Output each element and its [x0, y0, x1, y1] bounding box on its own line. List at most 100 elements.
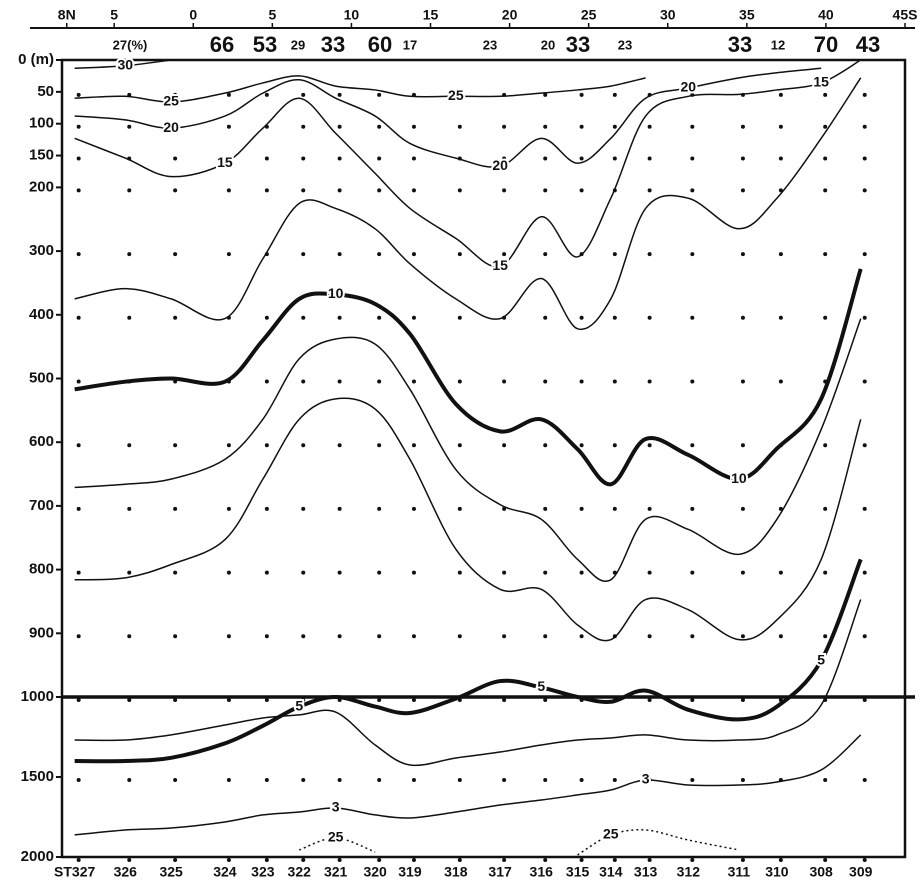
sample-dot — [862, 188, 867, 193]
sample-dot — [127, 315, 132, 320]
sample-dot — [579, 379, 584, 384]
sample-dot — [264, 156, 269, 161]
sample-dot — [690, 634, 695, 639]
sample-dot — [411, 698, 416, 702]
x-tick-label: 15 — [423, 7, 439, 23]
y-tick-label: 1500 — [21, 768, 54, 785]
sample-dot — [377, 156, 382, 161]
sample-dot — [502, 634, 507, 639]
sample-dot — [337, 506, 342, 511]
sample-dot — [301, 778, 306, 782]
sample-dot — [543, 634, 548, 639]
x-tick-label: 35 — [739, 7, 755, 23]
station-label: 319 — [398, 864, 422, 880]
sample-dot — [690, 188, 695, 193]
station-label: 315 — [566, 864, 590, 880]
sample-dot — [647, 188, 652, 193]
isotherm — [577, 829, 740, 856]
station-label: 321 — [324, 864, 348, 880]
sample-dot — [778, 858, 783, 862]
sample-dot — [647, 379, 652, 384]
sample-dot — [337, 92, 342, 97]
x-tick-label: 30 — [660, 7, 676, 23]
sample-dot — [127, 124, 132, 129]
sample-dot — [264, 634, 269, 639]
sample-dot — [502, 156, 507, 161]
sample-dot — [173, 315, 178, 320]
sample-dot — [690, 858, 695, 862]
isotherm-label: 25 — [163, 93, 179, 109]
sample-dot — [502, 570, 507, 575]
sample-dot — [457, 188, 462, 193]
sample-dot — [823, 124, 828, 129]
sample-dot — [377, 506, 382, 511]
x-tick-label: 45S — [893, 7, 918, 23]
sample-dot — [823, 188, 828, 193]
sample-dot — [612, 156, 617, 161]
sample-dot — [226, 698, 231, 702]
sample-dot — [543, 570, 548, 575]
sample-dot — [457, 570, 462, 575]
sample-dot — [173, 698, 178, 702]
sample-dot — [377, 778, 382, 782]
isotherm-label: 5 — [817, 651, 825, 667]
sample-dot — [690, 252, 695, 257]
sample-dot — [411, 252, 416, 257]
sample-dot — [778, 124, 783, 129]
sample-dot — [76, 92, 81, 97]
sample-dot — [862, 156, 867, 161]
sample-dot — [740, 506, 745, 511]
sample-dot — [226, 252, 231, 257]
sample-dot — [457, 858, 462, 862]
y-tick-label: 150 — [29, 147, 54, 164]
sample-dot — [411, 124, 416, 129]
sample-dot — [457, 379, 462, 384]
sample-dot — [579, 443, 584, 448]
sample-dot — [76, 315, 81, 320]
sample-dot — [173, 634, 178, 639]
x-tick-label: 5 — [268, 7, 276, 23]
sample-dot — [778, 570, 783, 575]
sample-dot — [862, 124, 867, 129]
sample-dot — [647, 634, 652, 639]
sample-dot — [76, 506, 81, 511]
sample-dot — [301, 506, 306, 511]
sample-dot — [740, 379, 745, 384]
x-tick-label: 10 — [344, 7, 360, 23]
sample-dot — [862, 778, 867, 782]
sample-dot — [579, 124, 584, 129]
station-label: 318 — [444, 864, 468, 880]
station-percent: 33 — [566, 32, 590, 57]
x-tick-label: 25 — [581, 7, 597, 23]
sample-dot — [457, 634, 462, 639]
sample-dot — [173, 506, 178, 511]
sample-dot — [457, 124, 462, 129]
sample-dot — [301, 698, 306, 702]
sample-dot — [411, 315, 416, 320]
sample-dot — [127, 698, 132, 702]
sample-dot — [778, 252, 783, 257]
sample-dot — [823, 156, 828, 161]
sample-dot — [127, 570, 132, 575]
sample-dot — [173, 443, 178, 448]
sample-dot — [502, 778, 507, 782]
y-tick-label: 1000 — [21, 688, 54, 705]
sample-dot — [226, 570, 231, 575]
sample-dot — [411, 570, 416, 575]
sample-dot — [612, 124, 617, 129]
sample-dot — [377, 252, 382, 257]
isotherm-label: 15 — [492, 257, 508, 273]
sample-dot — [76, 188, 81, 193]
sample-dot — [690, 698, 695, 702]
sample-dot — [823, 506, 828, 511]
y-tick-label: 800 — [29, 561, 54, 578]
sample-dot — [543, 698, 548, 702]
sample-dot — [76, 379, 81, 384]
sample-dot — [778, 634, 783, 639]
sample-dot — [778, 156, 783, 161]
sample-dot — [301, 379, 306, 384]
station-label: 310 — [765, 864, 789, 880]
isotherm-label: 5 — [295, 697, 303, 713]
sample-dot — [301, 858, 306, 862]
